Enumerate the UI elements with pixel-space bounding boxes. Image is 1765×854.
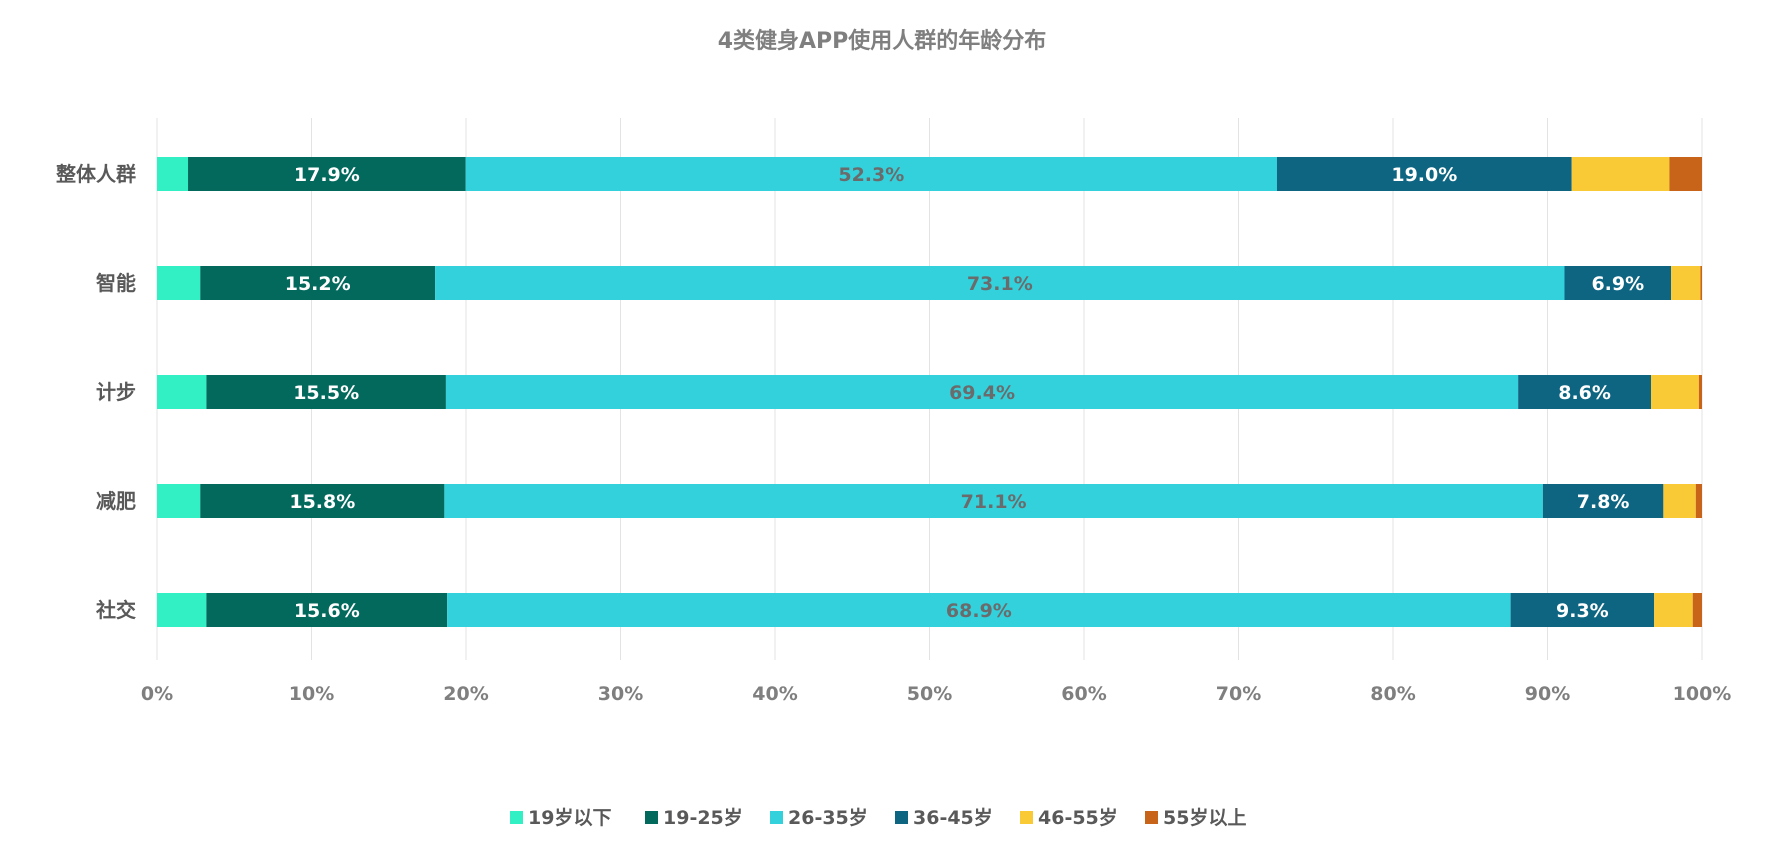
- bar-segment: [157, 157, 189, 191]
- legend-label: 26-35岁: [788, 806, 868, 829]
- bar-segment: [157, 484, 201, 518]
- bar-segment: [1651, 375, 1699, 409]
- bar-segment: [200, 266, 436, 300]
- legend-item: 46-55岁: [1020, 806, 1118, 829]
- x-tick-label: 80%: [1370, 683, 1415, 705]
- bar-segment: [444, 484, 1543, 518]
- bar-segment: [1663, 484, 1696, 518]
- x-tick-label: 60%: [1061, 683, 1106, 705]
- legend-swatch: [895, 811, 908, 824]
- bar-segment: [1542, 484, 1664, 518]
- x-tick-label: 50%: [907, 683, 952, 705]
- bar-segment: [1698, 375, 1702, 409]
- bar-segment: [1695, 484, 1702, 518]
- legend-swatch: [1020, 811, 1033, 824]
- legend-item: 36-45岁: [895, 806, 993, 829]
- bar-segment: [445, 375, 1519, 409]
- bar-segment: [435, 266, 1565, 300]
- data-label: 9.3%: [1556, 600, 1609, 622]
- legend: 19岁以下 19-25岁 26-35岁 36-45岁 46-55岁 55岁以上: [510, 806, 1246, 829]
- bar-segment: [1564, 266, 1672, 300]
- x-tick-label: 30%: [598, 683, 643, 705]
- legend-swatch: [645, 811, 658, 824]
- bar-segment: [188, 157, 466, 191]
- legend-item: 19-25岁: [645, 806, 743, 829]
- data-label: 15.5%: [293, 382, 359, 404]
- data-label: 71.1%: [961, 491, 1027, 513]
- x-tick-label: 90%: [1525, 683, 1570, 705]
- category-label: 计步: [96, 380, 136, 404]
- bars: 17.9% 52.3% 19.0% 15.2% 73.1% 6.9% 15.5% 69.4% 8…: [157, 157, 1702, 627]
- data-label: 52.3%: [838, 164, 904, 186]
- data-label: 68.9%: [946, 600, 1012, 622]
- legend-label: 55岁以上: [1163, 806, 1246, 829]
- x-axis-tick-labels: 0% 10% 20% 30% 40% 50% 60% 70% 80% 90% 100%: [141, 683, 1731, 705]
- bar-segment: [1510, 593, 1655, 627]
- data-label: 15.6%: [294, 600, 360, 622]
- legend-item: 19岁以下: [510, 806, 611, 829]
- x-tick-label: 70%: [1216, 683, 1261, 705]
- category-label: 智能: [96, 271, 136, 295]
- x-tick-label: 40%: [752, 683, 797, 705]
- category-label: 减肥: [96, 489, 136, 513]
- legend-label: 46-55岁: [1038, 806, 1118, 829]
- data-label: 15.2%: [285, 273, 351, 295]
- chart-title: 4类健身APP使用人群的年龄分布: [718, 28, 1047, 54]
- bar-segment: [1700, 266, 1702, 300]
- x-tick-label: 0%: [141, 683, 173, 705]
- legend-swatch: [1145, 811, 1158, 824]
- data-label: 69.4%: [949, 382, 1015, 404]
- data-label: 19.0%: [1391, 164, 1457, 186]
- bar-segment: [200, 484, 445, 518]
- legend-item: 26-35岁: [770, 806, 868, 829]
- legend-swatch: [770, 811, 783, 824]
- legend-label: 19岁以下: [528, 806, 611, 829]
- bar-segment: [1692, 593, 1702, 627]
- data-label: 15.8%: [289, 491, 355, 513]
- legend-swatch: [510, 811, 523, 824]
- bar-segment: [465, 157, 1277, 191]
- bar-segment: [447, 593, 1511, 627]
- bar-segment: [157, 593, 207, 627]
- bar-segment: [1518, 375, 1652, 409]
- bar-segment: [1654, 593, 1693, 627]
- legend-item: 55岁以上: [1145, 806, 1246, 829]
- x-tick-label: 100%: [1673, 683, 1732, 705]
- x-tick-label: 10%: [289, 683, 334, 705]
- x-tick-label: 20%: [443, 683, 488, 705]
- bar-segment: [206, 375, 446, 409]
- legend-label: 36-45岁: [913, 806, 993, 829]
- bar-segment: [1669, 157, 1702, 191]
- category-label: 整体人群: [55, 162, 136, 186]
- bar-segment: [157, 375, 207, 409]
- bar-segment: [206, 593, 448, 627]
- data-label: 7.8%: [1577, 491, 1630, 513]
- bar-segment: [1671, 266, 1701, 300]
- data-label: 8.6%: [1558, 382, 1611, 404]
- data-label: 17.9%: [294, 164, 360, 186]
- bar-segment: [1571, 157, 1670, 191]
- bar-segment: [157, 266, 201, 300]
- bar-segment: [1276, 157, 1572, 191]
- data-label: 73.1%: [967, 273, 1033, 295]
- data-label: 6.9%: [1591, 273, 1644, 295]
- legend-label: 19-25岁: [663, 806, 743, 829]
- category-label: 社交: [95, 598, 136, 622]
